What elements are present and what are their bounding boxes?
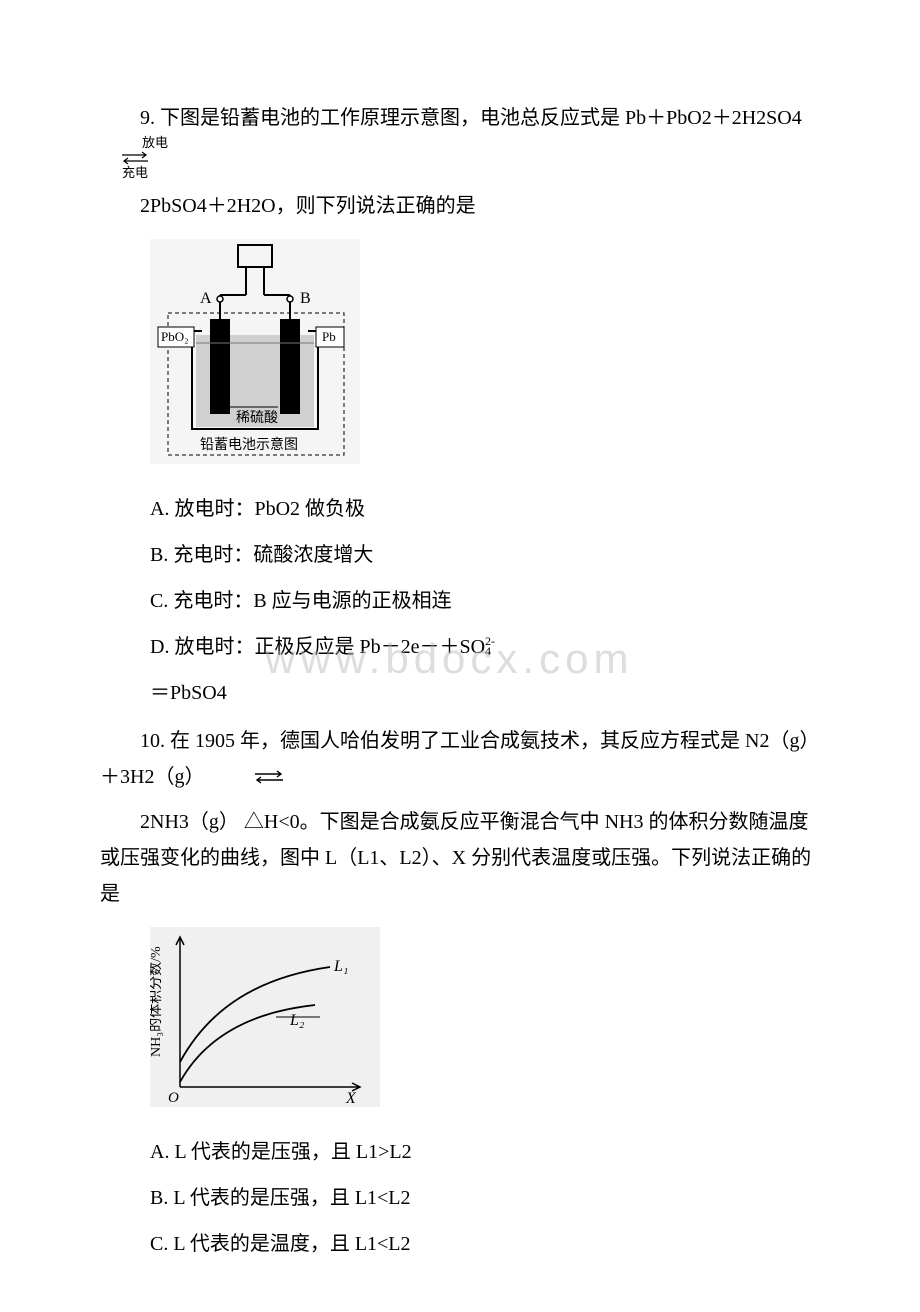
label-pbo2: PbO₂ — [161, 329, 189, 344]
q9-option-b: B. 充电时：硫酸浓度增大 — [150, 537, 820, 573]
label-pb: Pb — [322, 329, 336, 344]
label-caption: 铅蓄电池示意图 — [200, 436, 298, 453]
q9-option-c: C. 充电时：B 应与电源的正极相连 — [150, 583, 820, 619]
equilibrium-arrows-icon — [213, 760, 285, 796]
label-a: A — [200, 290, 212, 307]
chart-svg-icon: L₁ L₂ NH₃的体积分数/% O X — [150, 927, 380, 1107]
xlabel: X — [345, 1090, 357, 1107]
battery-svg-icon: A B PbO₂ Pb 稀硫酸 铅蓄电池示意图 — [150, 239, 360, 464]
q10-option-c: C. L 代表的是温度，且 L1<L2 — [150, 1226, 820, 1262]
cd-top-label: 放电 — [142, 135, 168, 150]
q9-intro-part1: 9. 下图是铅蓄电池的工作原理示意图，电池总反应式是 Pb＋PbO2＋2H2SO… — [100, 100, 820, 180]
watermark-region: D. 放电时：正极反应是 Pb－2e－＋SO2-4 www.bdocx.com — [100, 629, 820, 665]
label-l1: L₁ — [333, 958, 348, 975]
q10-intro-text-a: 10. 在 1905 年，德国人哈伯发明了工业合成氨技术，其反应方程式是 N2（… — [100, 730, 819, 788]
reversible-arrows-icon — [120, 150, 150, 166]
q9-intro-text-b: 2PbSO4＋2H2O，则下列说法正确的是 — [140, 195, 476, 217]
question-10: 10. 在 1905 年，德国人哈伯发明了工业合成氨技术，其反应方程式是 N2（… — [100, 723, 820, 1262]
q10-intro-text-b: 2NH3（g） △H<0。下图是合成氨反应平衡混合气中 NH3 的体积分数随温度… — [100, 811, 811, 905]
label-electrolyte: 稀硫酸 — [236, 410, 278, 426]
charge-discharge-arrows-icon: 放电 充电 — [102, 136, 168, 180]
so4-charge-icon: 2-4 — [485, 636, 495, 656]
q10-chart: L₁ L₂ NH₃的体积分数/% O X — [150, 927, 820, 1119]
q9-option-d-cont: ＝PbSO4 — [150, 675, 820, 711]
question-9: 9. 下图是铅蓄电池的工作原理示意图，电池总反应式是 Pb＋PbO2＋2H2SO… — [100, 100, 820, 711]
q9-option-d-prefix: D. 放电时：正极反应是 Pb－2e－＋SO — [150, 636, 485, 658]
q10-option-b: B. L 代表的是压强，且 L1<L2 — [150, 1180, 820, 1216]
label-b: B — [300, 290, 311, 307]
ylabel: NH₃的体积分数/% — [150, 946, 164, 1057]
origin-label: O — [168, 1090, 179, 1106]
q9-intro-part2: 2PbSO4＋2H2O，则下列说法正确的是 — [100, 188, 820, 224]
q9-option-a: A. 放电时：PbO2 做负极 — [150, 491, 820, 527]
q9-option-d: D. 放电时：正极反应是 Pb－2e－＋SO2-4 — [150, 629, 820, 665]
so4-sub: 4 — [485, 644, 491, 658]
q9-intro-text-a: 9. 下图是铅蓄电池的工作原理示意图，电池总反应式是 Pb＋PbO2＋2H2SO… — [140, 107, 802, 129]
label-l2: L₂ — [289, 1012, 305, 1029]
q9-battery-diagram: A B PbO₂ Pb 稀硫酸 铅蓄电池示意图 — [150, 239, 820, 476]
q10-option-a: A. L 代表的是压强，且 L1>L2 — [150, 1134, 820, 1170]
cd-bottom-label: 充电 — [122, 165, 148, 180]
q10-intro-part2: 2NH3（g） △H<0。下图是合成氨反应平衡混合气中 NH3 的体积分数随温度… — [100, 804, 820, 912]
q10-intro-part1: 10. 在 1905 年，德国人哈伯发明了工业合成氨技术，其反应方程式是 N2（… — [100, 723, 820, 796]
